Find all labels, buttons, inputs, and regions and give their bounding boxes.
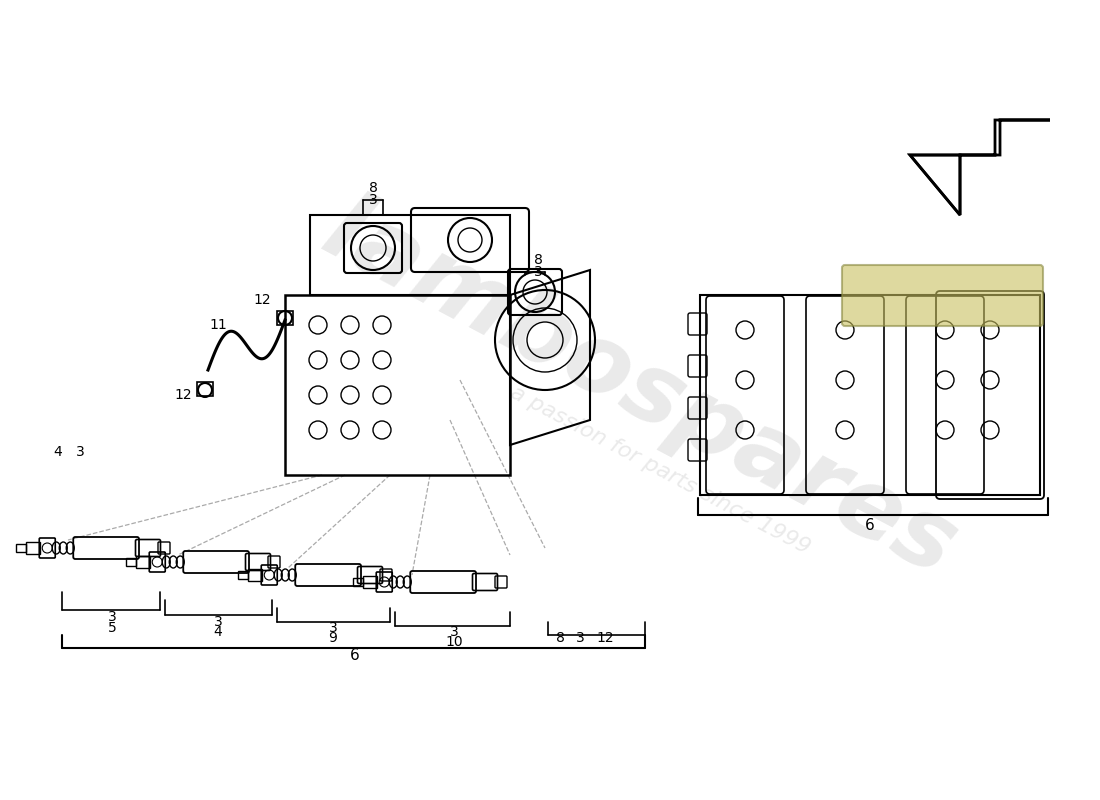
Text: 3: 3: [450, 625, 459, 639]
Text: 11: 11: [209, 318, 227, 332]
Text: 8: 8: [534, 253, 542, 267]
Text: 12: 12: [253, 293, 271, 307]
Text: a passion for parts since 1999: a passion for parts since 1999: [507, 382, 813, 558]
Text: 9: 9: [329, 631, 338, 645]
Text: 5: 5: [108, 621, 117, 635]
Text: 3: 3: [368, 193, 377, 207]
Text: 3: 3: [534, 265, 542, 279]
Text: 10: 10: [446, 635, 463, 649]
Text: 4: 4: [213, 625, 222, 639]
FancyBboxPatch shape: [842, 265, 1043, 326]
Text: 3: 3: [76, 445, 85, 459]
Text: 12: 12: [174, 388, 191, 402]
Text: 6: 6: [350, 649, 360, 663]
Text: 4: 4: [54, 445, 63, 459]
Text: 12: 12: [596, 631, 614, 645]
Text: 8: 8: [556, 631, 564, 645]
Text: 3: 3: [575, 631, 584, 645]
Text: 8: 8: [368, 181, 377, 195]
Text: 6: 6: [865, 518, 874, 533]
Text: 3: 3: [329, 621, 338, 635]
Text: lambospares: lambospares: [308, 184, 971, 596]
Text: 3: 3: [213, 615, 222, 629]
Text: 3: 3: [108, 610, 117, 624]
